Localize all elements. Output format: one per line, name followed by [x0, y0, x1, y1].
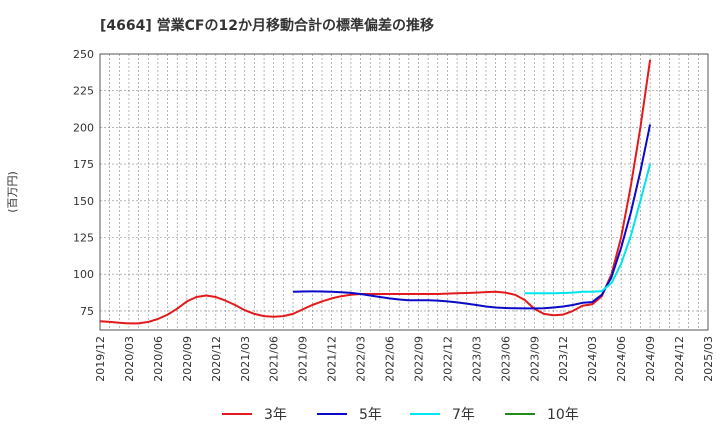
- y-tick-label: 200: [73, 121, 94, 134]
- x-tick-label: 2020/12: [210, 336, 223, 382]
- series-lines: [99, 59, 652, 325]
- series-line-2: [292, 124, 652, 310]
- y-tick-labels: 75 100 125 150 175 200 225 250: [73, 48, 94, 318]
- x-tick-label: 2021/03: [239, 336, 252, 382]
- x-tick-label: 2019/12: [94, 336, 107, 382]
- x-tick-label: 2023/06: [499, 336, 512, 382]
- legend-label-3: 7年: [452, 407, 475, 423]
- y-tick-label: 150: [73, 195, 94, 208]
- series-line-1: [99, 59, 652, 325]
- plot-frame: [99, 53, 709, 331]
- legend-label-4: 10年: [547, 407, 579, 423]
- y-tick-label: 75: [80, 305, 94, 318]
- x-tick-labels: 2019/12 2020/03 2020/06 2020/09 2020/12 2021/…: [94, 336, 715, 382]
- x-tick-label: 2021/06: [268, 336, 281, 382]
- y-tick-label: 225: [73, 85, 94, 98]
- y-tick-label: 100: [73, 268, 94, 281]
- x-tick-label: 2022/03: [355, 336, 368, 382]
- x-tick-label: 2021/12: [326, 336, 339, 382]
- x-tick-label: 2021/09: [297, 336, 310, 382]
- legend-label-1: 3年: [264, 407, 287, 423]
- series-line-3: [524, 163, 652, 295]
- x-tick-label: 2023/09: [528, 336, 541, 382]
- x-tick-label: 2023/03: [470, 336, 483, 382]
- chart-title: [4664] 営業CFの12か月移動合計の標準偏差の推移: [100, 17, 434, 34]
- x-tick-label: 2024/09: [644, 336, 657, 382]
- x-tick-label: 2025/03: [702, 336, 715, 382]
- x-tick-label: 2020/06: [152, 336, 165, 382]
- y-tick-label: 125: [73, 232, 94, 245]
- x-tick-label: 2022/12: [441, 336, 454, 382]
- y-axis-label: (百万円): [6, 171, 19, 213]
- y-tick-label: 175: [73, 158, 94, 171]
- legend-label-2: 5年: [359, 407, 382, 423]
- y-tick-label: 250: [73, 48, 94, 61]
- x-tick-label: 2020/03: [123, 336, 136, 382]
- x-tick-label: 2022/06: [384, 336, 397, 382]
- x-tick-label: 2024/06: [615, 336, 628, 382]
- x-tick-label: 2024/12: [673, 336, 686, 382]
- x-tick-label: 2022/09: [412, 336, 425, 382]
- x-tick-label: 2020/09: [181, 336, 194, 382]
- legend: 3年 5年 7年 10年: [222, 407, 579, 423]
- x-tick-label: 2023/12: [557, 336, 570, 382]
- x-tick-label: 2024/03: [586, 336, 599, 382]
- grid: [99, 53, 709, 330]
